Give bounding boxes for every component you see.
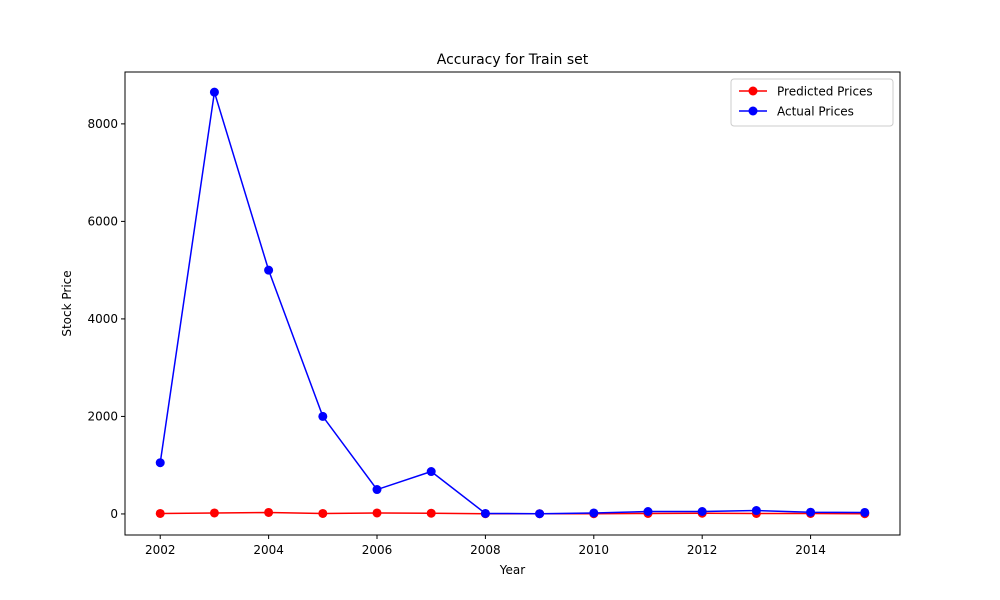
x-tick-label: 2014	[795, 543, 826, 557]
x-tick-label: 2010	[579, 543, 610, 557]
actual-prices-point	[697, 506, 707, 516]
actual-prices-point	[806, 507, 816, 517]
legend-box	[730, 78, 894, 127]
y-tick-label: 2000	[87, 409, 118, 423]
actual-prices-line	[159, 91, 865, 515]
predicted-prices-point	[209, 508, 219, 518]
actual-prices-point	[860, 507, 870, 517]
x-axis-label: Year	[499, 563, 525, 577]
actual-prices-point	[209, 87, 219, 97]
actual-prices-point	[264, 265, 274, 275]
actual-prices-point	[589, 508, 599, 518]
y-tick-label: 0	[110, 507, 118, 521]
plot-frame	[124, 71, 901, 536]
x-tick-label: 2004	[253, 543, 284, 557]
y-tick-label: 4000	[87, 312, 118, 326]
y-tick-label: 6000	[87, 214, 118, 228]
predicted-prices-point	[264, 507, 274, 517]
axis-ticks: 2002 2004 2006 2008 2010 2012 2014 0 2000 4000 600…	[87, 117, 825, 557]
actual-prices-point	[318, 411, 328, 421]
actual-prices-point	[643, 506, 653, 516]
y-axis-label: Stock Price	[60, 270, 74, 336]
y-tick-label: 8000	[87, 117, 118, 131]
plot-marks	[155, 87, 870, 519]
x-tick-label: 2012	[687, 543, 718, 557]
actual-prices-legend-label: Actual Prices	[777, 105, 854, 119]
predicted-prices-point	[155, 508, 165, 518]
predicted-prices-point	[426, 508, 436, 518]
actual-prices-legend-marker	[748, 106, 758, 116]
x-tick-label: 2002	[145, 543, 176, 557]
x-tick-label: 2008	[470, 543, 501, 557]
x-tick-label: 2006	[362, 543, 393, 557]
actual-prices-point	[372, 485, 382, 495]
actual-prices-point	[535, 509, 545, 519]
predicted-prices-point	[372, 508, 382, 518]
actual-prices-point	[480, 508, 490, 518]
actual-prices-point	[426, 467, 436, 477]
predicted-prices-legend-label: Predicted Prices	[777, 85, 873, 99]
chart-title: Accuracy for Train set	[437, 52, 589, 68]
predicted-prices-legend-marker	[748, 86, 758, 96]
actual-prices-point	[155, 458, 165, 468]
legend: Predicted Prices Actual Prices	[730, 78, 894, 127]
predicted-prices-point	[318, 508, 328, 518]
legend-items: Predicted Prices Actual Prices	[739, 85, 873, 119]
actual-prices-point	[751, 506, 761, 516]
